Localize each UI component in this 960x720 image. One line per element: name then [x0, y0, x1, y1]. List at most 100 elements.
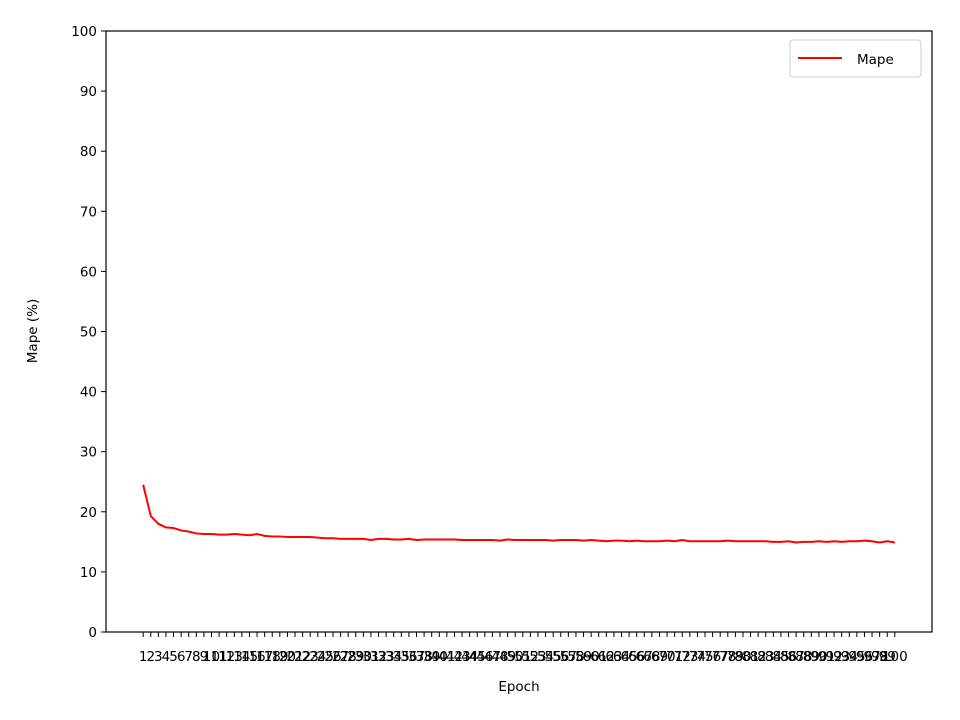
x-tick-label: 53 [529, 649, 546, 665]
x-tick-label: 44 [461, 649, 478, 665]
x-tick-label: 39 [423, 649, 440, 665]
x-tick-label: 78 [719, 649, 736, 665]
x-tick-label: 90 [810, 649, 827, 665]
x-tick-label: 75 [696, 649, 713, 665]
x-tick-label: 6 [177, 649, 186, 665]
x-tick-label: 10 [203, 649, 220, 665]
x-tick-label: 95 [848, 649, 865, 665]
x-tick-label: 93 [833, 649, 850, 665]
x-tick-label: 89 [803, 649, 820, 665]
x-tick-label: 99 [879, 649, 896, 665]
x-tick-label: 56 [552, 649, 569, 665]
x-tick-label: 3 [154, 649, 163, 665]
x-tick-label: 40 [431, 649, 448, 665]
x-tick-label: 29 [347, 649, 364, 665]
x-tick-label: 24 [309, 649, 326, 665]
x-tick-label: 18 [264, 649, 281, 665]
x-tick-label: 57 [560, 649, 577, 665]
x-tick-label: 52 [522, 649, 539, 665]
x-tick-label: 54 [537, 649, 554, 665]
x-tick-label: 98 [871, 649, 888, 665]
x-tick-label: 88 [795, 649, 812, 665]
x-tick-label: 11 [211, 649, 228, 665]
x-tick-label: 25 [317, 649, 334, 665]
x-tick-label: 86 [780, 649, 797, 665]
x-tick-label: 42 [446, 649, 463, 665]
x-tick-label: 5 [169, 649, 178, 665]
x-tick-label: 64 [613, 649, 630, 665]
y-axis-label: Mape (%) [25, 299, 41, 363]
x-tick-label: 46 [476, 649, 493, 665]
x-tick-label: 71 [666, 649, 683, 665]
x-tick-label: 96 [856, 649, 873, 665]
x-tick-label: 49 [499, 649, 516, 665]
series-line-mape [142, 484, 895, 544]
x-tick-label: 82 [750, 649, 767, 665]
x-tick-label: 47 [484, 649, 501, 665]
plot-area [106, 31, 932, 632]
x-tick-label: 59 [575, 649, 592, 665]
x-tick-label: 84 [765, 649, 782, 665]
x-tick-label: 92 [825, 649, 842, 665]
x-tick-label: 74 [689, 649, 706, 665]
x-tick-label: 50 [507, 649, 524, 665]
legend: Mape [789, 39, 922, 78]
x-tick-label: 30 [355, 649, 372, 665]
y-tick-label: 40 [80, 385, 97, 401]
x-tick-label: 20 [279, 649, 296, 665]
x-tick-label: 7 [184, 649, 193, 665]
x-tick-label: 67 [636, 649, 653, 665]
x-tick-label: 76 [704, 649, 721, 665]
x-tick-label: 16 [248, 649, 265, 665]
x-tick-label: 21 [286, 649, 303, 665]
y-tick-label: 70 [80, 204, 97, 220]
x-tick-label: 62 [598, 649, 615, 665]
x-tick-label: 58 [567, 649, 584, 665]
x-tick-label: 63 [605, 649, 622, 665]
x-tick-label: 55 [545, 649, 562, 665]
x-tick-label: 35 [393, 649, 410, 665]
y-tick-label: 30 [80, 445, 97, 461]
y-tick-label: 0 [88, 625, 97, 641]
x-axis-label: Epoch [498, 679, 539, 695]
x-tick-label: 51 [514, 649, 531, 665]
x-tick-label: 1 [139, 649, 148, 665]
x-tick-label: 8 [192, 649, 201, 665]
x-tick-label: 94 [841, 649, 858, 665]
x-tick-label: 38 [415, 649, 432, 665]
x-tick-label: 22 [294, 649, 311, 665]
x-tick-label: 37 [408, 649, 425, 665]
y-tick-label: 60 [80, 264, 97, 280]
x-tick-label: 61 [590, 649, 607, 665]
x-tick-label: 65 [620, 649, 637, 665]
x-tick-label: 100 [882, 649, 908, 665]
y-tick-label: 90 [80, 84, 97, 100]
x-tick-label: 87 [788, 649, 805, 665]
x-tick-label: 41 [438, 649, 455, 665]
series-layer [142, 484, 895, 544]
x-tick-label: 12 [218, 649, 235, 665]
x-tick-label: 26 [324, 649, 341, 665]
x-tick-label: 72 [674, 649, 691, 665]
x-tick-label: 34 [385, 649, 402, 665]
y-tick-label: 100 [71, 24, 97, 40]
y-tick-label: 10 [80, 565, 97, 581]
x-tick-label: 79 [727, 649, 744, 665]
y-tick-label: 50 [80, 325, 97, 341]
x-axis: 1234567891011121314151617181920212223242… [139, 632, 908, 665]
x-tick-label: 28 [340, 649, 357, 665]
x-tick-label: 4 [162, 649, 171, 665]
x-tick-label: 97 [863, 649, 880, 665]
x-tick-label: 2 [146, 649, 155, 665]
x-tick-label: 14 [233, 649, 250, 665]
x-tick-label: 9 [200, 649, 209, 665]
x-tick-label: 45 [469, 649, 486, 665]
x-tick-label: 68 [643, 649, 660, 665]
x-tick-label: 27 [332, 649, 349, 665]
x-tick-label: 36 [400, 649, 417, 665]
x-tick-label: 32 [370, 649, 387, 665]
x-tick-label: 85 [772, 649, 789, 665]
x-tick-label: 15 [241, 649, 258, 665]
y-tick-label: 20 [80, 505, 97, 521]
